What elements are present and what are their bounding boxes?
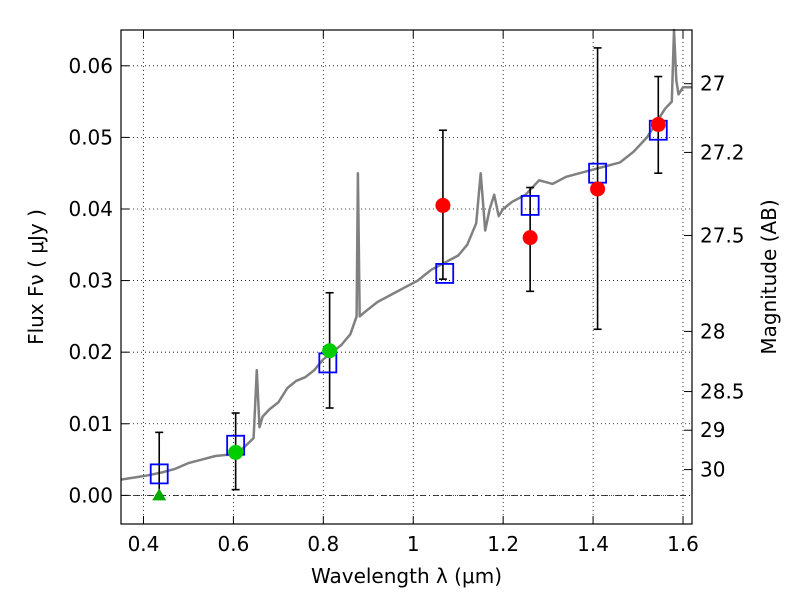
y2-tick-label: 29 [700, 418, 725, 442]
grid [121, 30, 692, 524]
data-point [522, 230, 538, 246]
ticks: 0.4 0.6 0.8 1 1.2 1.4 1.6 0.00 0.01 0.02 0.03 0.04 0… [68, 30, 745, 556]
y2-tick-label: 28.5 [700, 380, 745, 404]
x-tick-label: 0.4 [128, 532, 160, 556]
x-tick-label: 1.6 [667, 532, 699, 556]
y-tick-label: 0.03 [68, 269, 113, 293]
model-point [149, 463, 169, 485]
data-point [650, 117, 666, 133]
y2-axis-label: Magnitude (AB) [757, 199, 781, 354]
y2-tick-label: 28 [700, 319, 725, 343]
x-tick-label: 0.8 [307, 532, 339, 556]
y2-tick-label: 30 [700, 458, 725, 482]
spectrum-layer [120, 28, 692, 481]
data-point [435, 197, 451, 213]
data-point [228, 444, 244, 460]
data-point [322, 343, 338, 359]
x-tick-label: 1.4 [577, 532, 609, 556]
x-tick-label: 0.6 [217, 532, 249, 556]
y2-tick-label: 27.5 [700, 223, 745, 247]
plot-frame [120, 29, 693, 525]
y-tick-label: 0.04 [68, 197, 113, 221]
data-point [590, 181, 606, 197]
upper-limit-marker [152, 488, 167, 501]
y-axis-label: Flux Fν ( μJy ) [24, 209, 48, 345]
error-bars [155, 47, 663, 497]
y-tick-label: 0.06 [68, 54, 113, 78]
model-point [435, 263, 455, 284]
spectrum-line [120, 28, 692, 481]
x-tick-label: 1 [407, 532, 420, 556]
y-tick-label: 0.02 [68, 340, 113, 364]
x-tick-label: 1.2 [487, 532, 519, 556]
y-tick-label: 0.05 [68, 125, 113, 149]
markers [149, 117, 668, 501]
x-axis-label: Wavelength λ (μm) [311, 564, 502, 588]
model-point [520, 195, 540, 216]
y-tick-label: 0.00 [68, 483, 113, 507]
y-tick-label: 0.01 [68, 412, 113, 436]
y2-tick-label: 27.2 [700, 140, 745, 164]
y2-tick-label: 27 [700, 72, 725, 96]
